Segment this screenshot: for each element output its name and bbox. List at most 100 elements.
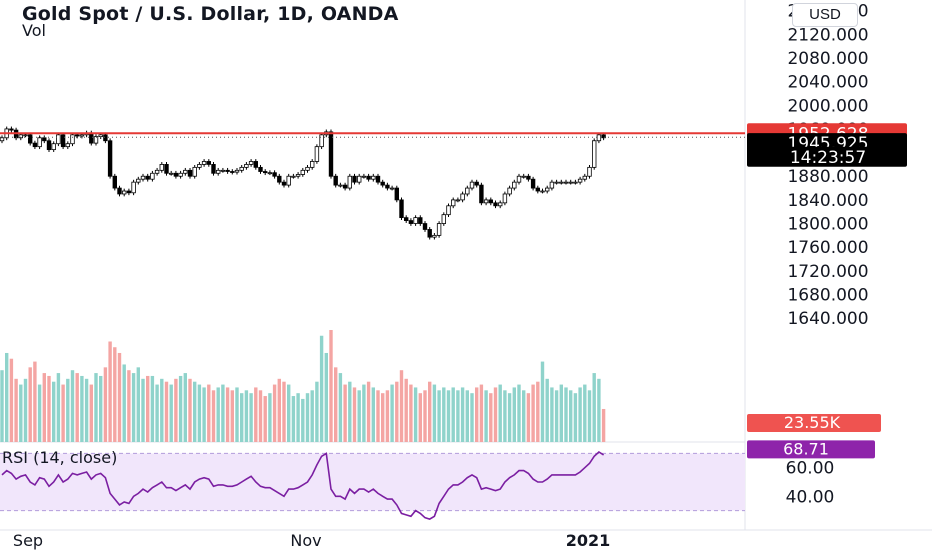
volume-bar [362,384,366,442]
volume-bar [536,381,540,442]
volume-label: Vol [22,21,46,40]
candle-body [366,175,371,180]
volume-bar [188,378,192,442]
volume-bar [33,361,37,442]
volume-bar [310,390,314,442]
volume-bar [178,375,183,442]
volume-bar [531,384,535,442]
candle-body [432,234,437,238]
candle-body [535,187,540,192]
volume-bar [287,384,291,442]
time-tick-label: Sep [13,531,43,550]
candle-body [159,164,164,171]
candle-body [140,175,146,180]
volume-bar [559,384,563,442]
candle-body [56,134,61,145]
rsi-last-bg [747,440,875,459]
volume-bar [5,352,9,442]
countdown-tag-bg [747,146,907,167]
price-tick-label: 2000.000 [787,96,868,116]
volume-bar [155,384,159,442]
price-tick-label: 1800.000 [787,215,868,235]
candle-body [168,172,174,175]
volume-bar [366,381,371,442]
rsi-last-value: 68.71 [783,439,829,458]
candle-body [422,223,428,230]
volume-bar [484,390,488,442]
candle-body [587,166,592,177]
rsi-line [1,451,605,520]
candle-body [248,161,254,165]
volume-bar [66,378,70,442]
candle-body [474,181,479,186]
candle-body [206,161,211,165]
volume-bar [404,378,408,442]
volume-bar [169,384,173,442]
volume-bar [465,390,469,442]
volume-bar [14,378,18,442]
volume-bar [282,381,286,442]
candle-body [545,187,550,192]
volume-bar [197,384,202,442]
price-tick-label: 1840.000 [787,191,868,211]
volume-bar [150,375,155,442]
candle-body [98,134,103,138]
candle-body [262,171,268,174]
volume-bar [390,384,394,442]
currency-button[interactable]: USD [792,3,858,27]
volume-bar [42,373,46,442]
candle-body [577,178,583,183]
volume-bar [428,381,432,442]
candle-body [267,172,273,175]
candle-body [272,172,277,177]
candle-body [479,184,484,204]
volume-bar [211,390,216,442]
price-tick-label: 1640.000 [787,309,868,329]
volume-bar [409,384,413,442]
price-tick-label: 1760.000 [787,238,868,258]
volume-bar [446,390,451,442]
volume-bar [413,387,418,442]
volume-bar [89,384,93,442]
candle-body [126,190,132,194]
volume-bar [399,370,404,442]
candle-body [427,229,432,238]
candle-body [173,172,179,177]
candle-body [333,175,338,186]
volume-bar [240,393,244,442]
volume-bar [352,387,357,442]
candle-body [103,134,108,142]
volume-bar [56,373,61,442]
candle-body [286,175,291,186]
candle-body [399,199,404,219]
volume-bar [512,387,516,442]
candle-body [469,181,475,189]
candle-body [408,220,414,224]
volume-bar [329,330,333,442]
candle-body [93,136,99,144]
volume-bar [37,384,42,442]
candle-body [164,164,169,174]
candle-body [394,187,399,201]
volume-bar [522,390,526,442]
volume-bar [230,390,234,442]
price-tick-label: 2120.000 [787,25,868,45]
candle-body [60,134,66,148]
candle-body [582,175,587,180]
volume-bar [479,384,484,442]
candle-body [596,134,602,142]
volume-bar [99,375,103,442]
candle-body [592,140,597,168]
volume-bar [258,390,263,442]
volume-bar [498,384,502,442]
volume-bar [296,393,300,442]
candle-body [559,181,564,184]
volume-bar [517,384,521,442]
candle-body [23,134,28,137]
candle-body [347,175,352,189]
candle-body [554,181,559,184]
volume-bar [381,393,385,442]
candle-body [197,164,202,168]
volume-bar [437,390,441,442]
